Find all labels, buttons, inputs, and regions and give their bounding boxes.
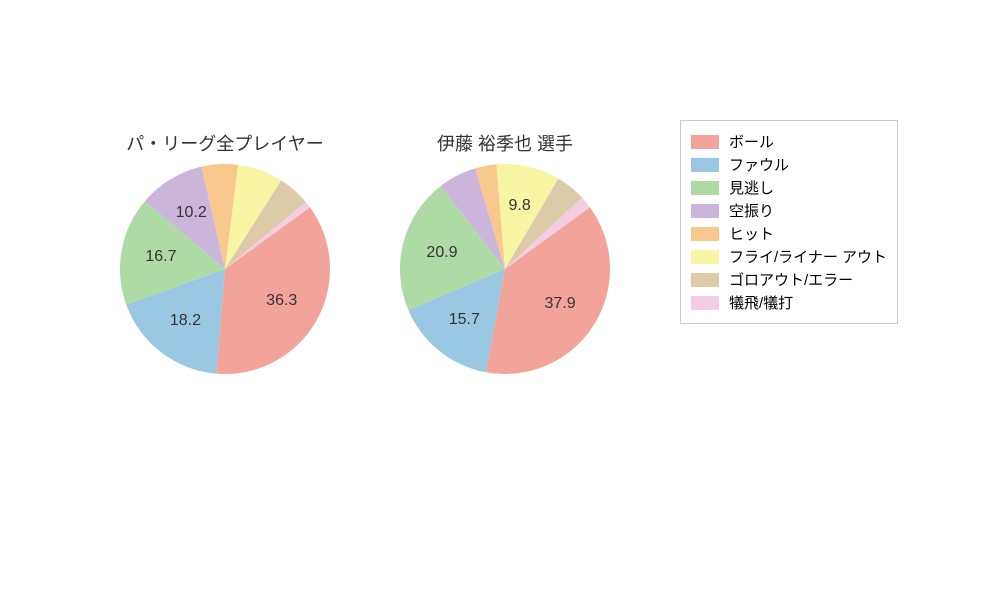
slice-label-fly_liner: 9.8	[508, 197, 530, 215]
legend-swatch	[691, 204, 719, 218]
legend-swatch	[691, 158, 719, 172]
legend-item: フライ/ライナー アウト	[691, 246, 887, 267]
legend-item: ゴロアウト/エラー	[691, 269, 887, 290]
chart-title: 伊藤 裕季也 選手	[400, 130, 610, 156]
legend-label: フライ/ライナー アウト	[729, 246, 887, 267]
legend-label: ファウル	[729, 154, 789, 175]
legend-label: 犠飛/犠打	[729, 292, 793, 313]
slice-label-looking: 20.9	[426, 244, 457, 262]
pie-svg	[120, 164, 330, 374]
legend-item: 犠飛/犠打	[691, 292, 887, 313]
legend-label: ヒット	[729, 223, 774, 244]
pie-holder: 37.9 15.7 20.9 9.8	[400, 164, 610, 374]
slice-label-ball: 37.9	[544, 295, 575, 313]
legend-swatch	[691, 135, 719, 149]
slice-label-foul: 18.2	[170, 312, 201, 330]
legend-item: ボール	[691, 131, 887, 152]
pie-chart-player: 伊藤 裕季也 選手 37.9 15.7 20.9 9.8	[400, 130, 610, 374]
legend-label: 空振り	[729, 200, 774, 221]
legend-swatch	[691, 250, 719, 264]
legend-swatch	[691, 227, 719, 241]
pie-svg	[400, 164, 610, 374]
slice-label-ball: 36.3	[266, 292, 297, 310]
legend-item: ファウル	[691, 154, 887, 175]
legend-swatch	[691, 181, 719, 195]
legend-label: 見逃し	[729, 177, 774, 198]
slice-label-swing: 10.2	[176, 204, 207, 222]
legend-label: ゴロアウト/エラー	[729, 269, 853, 290]
chart-container: パ・リーグ全プレイヤー 36.3 18.2 16.7 10.2 伊藤 裕季也 選手 37.9…	[0, 0, 1000, 600]
chart-title: パ・リーグ全プレイヤー	[120, 130, 330, 156]
legend: ボールファウル見逃し空振りヒットフライ/ライナー アウトゴロアウト/エラー犠飛/…	[680, 120, 898, 324]
slice-label-foul: 15.7	[449, 311, 480, 329]
slice-label-looking: 16.7	[145, 248, 176, 266]
legend-item: 見逃し	[691, 177, 887, 198]
legend-label: ボール	[729, 131, 774, 152]
pie-chart-league: パ・リーグ全プレイヤー 36.3 18.2 16.7 10.2	[120, 130, 330, 374]
legend-swatch	[691, 296, 719, 310]
legend-swatch	[691, 273, 719, 287]
pie-holder: 36.3 18.2 16.7 10.2	[120, 164, 330, 374]
legend-item: ヒット	[691, 223, 887, 244]
legend-item: 空振り	[691, 200, 887, 221]
